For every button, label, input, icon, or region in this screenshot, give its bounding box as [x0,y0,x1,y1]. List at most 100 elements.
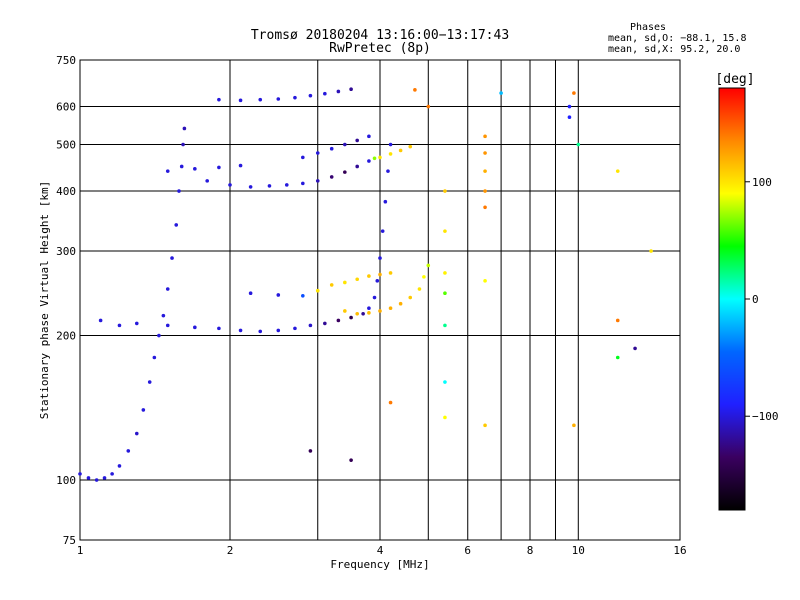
data-point [182,126,187,131]
data-point [443,380,447,384]
data-point [336,318,341,323]
data-point [386,169,390,173]
data-point [483,134,487,139]
data-point [388,306,393,311]
data-point [443,229,447,233]
data-point [238,328,243,333]
data-point [413,88,417,92]
colorbar-tick-label: −100 [752,410,779,423]
data-point [388,142,393,147]
data-point [408,144,413,149]
data-point [572,91,576,95]
data-point [141,408,146,412]
data-point [301,155,305,160]
data-point [165,169,170,173]
data-point [398,301,403,306]
data-point [78,472,82,476]
colorbar-gradient [718,87,746,511]
data-point [276,328,281,333]
data-point [567,115,572,120]
data-point [276,97,281,101]
y-axis-label: Stationary phase Virtual Height [km] [38,181,51,419]
data-point [329,175,334,179]
data-point [193,167,197,171]
data-point [86,476,91,480]
data-point [422,275,426,279]
data-point [102,476,107,480]
data-point [576,142,581,147]
data-point [361,311,365,316]
data-point [367,159,371,163]
data-point [367,274,371,278]
y-axis-ticks: 75 100 200 300 400 500 600 750 [56,54,76,547]
colorbar-label: [deg] [715,72,754,87]
data-point [323,91,327,96]
data-point [174,223,179,227]
data-point [217,326,221,331]
data-point [217,165,221,170]
data-point [355,277,359,282]
data-point [323,321,327,326]
data-point [152,355,157,360]
data-point [380,229,385,233]
phase-stats: Phases mean, sd,O: −88.1, 15.8 mean, sd,… [608,22,746,55]
data-point [301,181,305,186]
data-point [355,311,359,316]
plot-area: 1 2 4 6 8 10 16 75 100 200 300 400 500 600 750 [56,54,687,557]
data-point [483,189,487,193]
data-point [483,169,487,173]
data-point [117,323,122,328]
data-point [293,95,297,100]
data-point [499,91,503,95]
data-point [308,449,313,453]
data-point [248,291,253,296]
data-point [367,306,371,311]
data-point [367,311,371,315]
x-tick-label: 4 [377,544,384,557]
data-point [329,283,334,287]
data-point [238,163,243,168]
data-point [217,97,221,102]
data-point [276,293,281,297]
data-point [315,288,320,293]
data-point [408,295,413,300]
data-point [633,346,637,351]
data-point [258,329,263,334]
x-tick-label: 6 [464,544,471,557]
stats-heading: Phases [630,22,666,33]
data-point [367,134,371,139]
data-point [349,315,353,320]
data-point [308,323,313,328]
y-tick-label: 200 [56,330,76,343]
data-point [355,138,359,143]
y-tick-label: 100 [56,474,76,487]
data-point [443,323,447,328]
data-point [117,464,122,468]
data-point [388,400,393,405]
y-tick-label: 75 [63,534,76,547]
data-point [315,179,320,183]
data-point [248,185,253,189]
data-point [181,142,185,147]
data-point [483,205,487,210]
data-point [284,183,289,187]
data-point [126,449,131,453]
data-point [388,152,393,156]
data-point [179,164,184,169]
data-point [165,287,170,291]
data-point [375,279,380,283]
data-point [205,179,209,183]
data-point [315,151,320,155]
data-point [308,93,313,98]
data-point [443,291,447,296]
x-tick-label: 2 [227,544,234,557]
data-point [615,169,620,173]
chart-subtitle: RwPretec (8p) [329,41,431,56]
data-point [301,293,305,298]
colorbar-ticks: 100 0 −100 [745,176,779,423]
data-point [378,272,382,277]
x-tick-label: 16 [673,544,686,557]
data-point [615,318,620,323]
data-point [483,151,487,155]
